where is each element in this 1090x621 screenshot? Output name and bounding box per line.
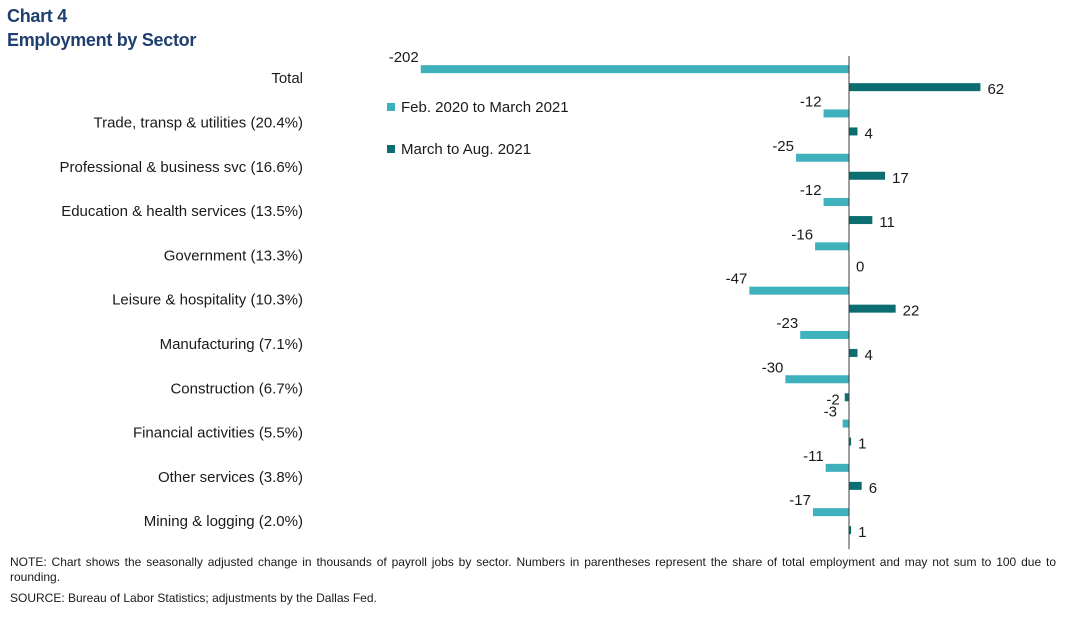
chart-title: Employment by Sector [7,30,197,50]
category-label: Leisure & hospitality (10.3%) [112,292,303,309]
data-label: -2 [826,391,839,408]
bar-series-2 [849,437,852,446]
bar-series-2 [849,171,886,180]
data-label: 6 [869,480,877,497]
bar-series-2 [849,481,862,490]
bar-series-2 [849,304,896,313]
data-label: 4 [864,125,872,142]
category-label: Construction (6.7%) [170,380,303,397]
source-note: SOURCE: Bureau of Labor Statistics; adju… [10,591,377,605]
category-label: Financial activities (5.5%) [133,425,303,442]
data-label: 22 [903,303,920,320]
bar-series-1 [420,65,849,74]
data-label: 0 [856,258,864,275]
category-label: Total [271,70,303,87]
bar-series-2 [849,83,981,92]
data-label: -3 [824,404,837,421]
bar-series-2 [849,127,858,136]
data-label: -17 [789,492,811,509]
chart-number: Chart 4 [7,6,67,26]
category-label: Government (13.3%) [164,247,303,264]
legend-label-series-1: Feb. 2020 to March 2021 [401,99,569,116]
category-label: Mining & logging (2.0%) [144,513,303,530]
data-label: 1 [858,524,866,541]
category-label: Professional & business svc (16.6%) [60,159,303,176]
bar-series-1 [823,109,849,118]
data-label: -47 [726,271,748,288]
bar-series-1 [823,198,849,207]
bar-chart: Total -202 62 Trade, transp & utilities (20… [60,49,1004,550]
footnote: NOTE: Chart shows the seasonally adjuste… [10,555,1056,584]
category-label: Other services (3.8%) [158,469,303,486]
legend-swatch-series-1 [387,103,395,111]
bar-series-2 [849,348,858,357]
category-label: Education & health services (13.5%) [61,203,303,220]
data-label: -12 [800,93,822,110]
legend-swatch-series-2 [387,145,395,153]
data-label: -23 [777,315,799,332]
legend-label-series-2: March to Aug. 2021 [401,141,531,158]
data-label: -11 [803,448,824,465]
bar-series-1 [842,419,849,428]
bar-series-1 [749,286,849,295]
category-label: Manufacturing (7.1%) [160,336,303,353]
data-label: 4 [864,347,872,364]
bar-series-1 [796,153,849,162]
data-label: -25 [772,138,794,155]
bar-series-1 [815,242,849,251]
category-label: Trade, transp & utilities (20.4%) [93,114,303,131]
bar-series-2 [844,393,849,402]
data-label: -30 [762,359,784,376]
bar-series-1 [825,463,849,472]
data-label: 11 [879,214,895,231]
bar-series-2 [849,526,852,535]
data-label: -16 [791,226,813,243]
bar-series-2 [849,216,873,225]
data-label: 62 [987,81,1004,98]
bar-series-1 [812,508,849,517]
bar-series-1 [800,330,849,339]
data-label: 1 [858,436,866,453]
bar-series-1 [785,375,849,384]
data-label: -202 [389,49,419,66]
data-label: 17 [892,170,909,187]
data-label: -12 [800,182,822,199]
